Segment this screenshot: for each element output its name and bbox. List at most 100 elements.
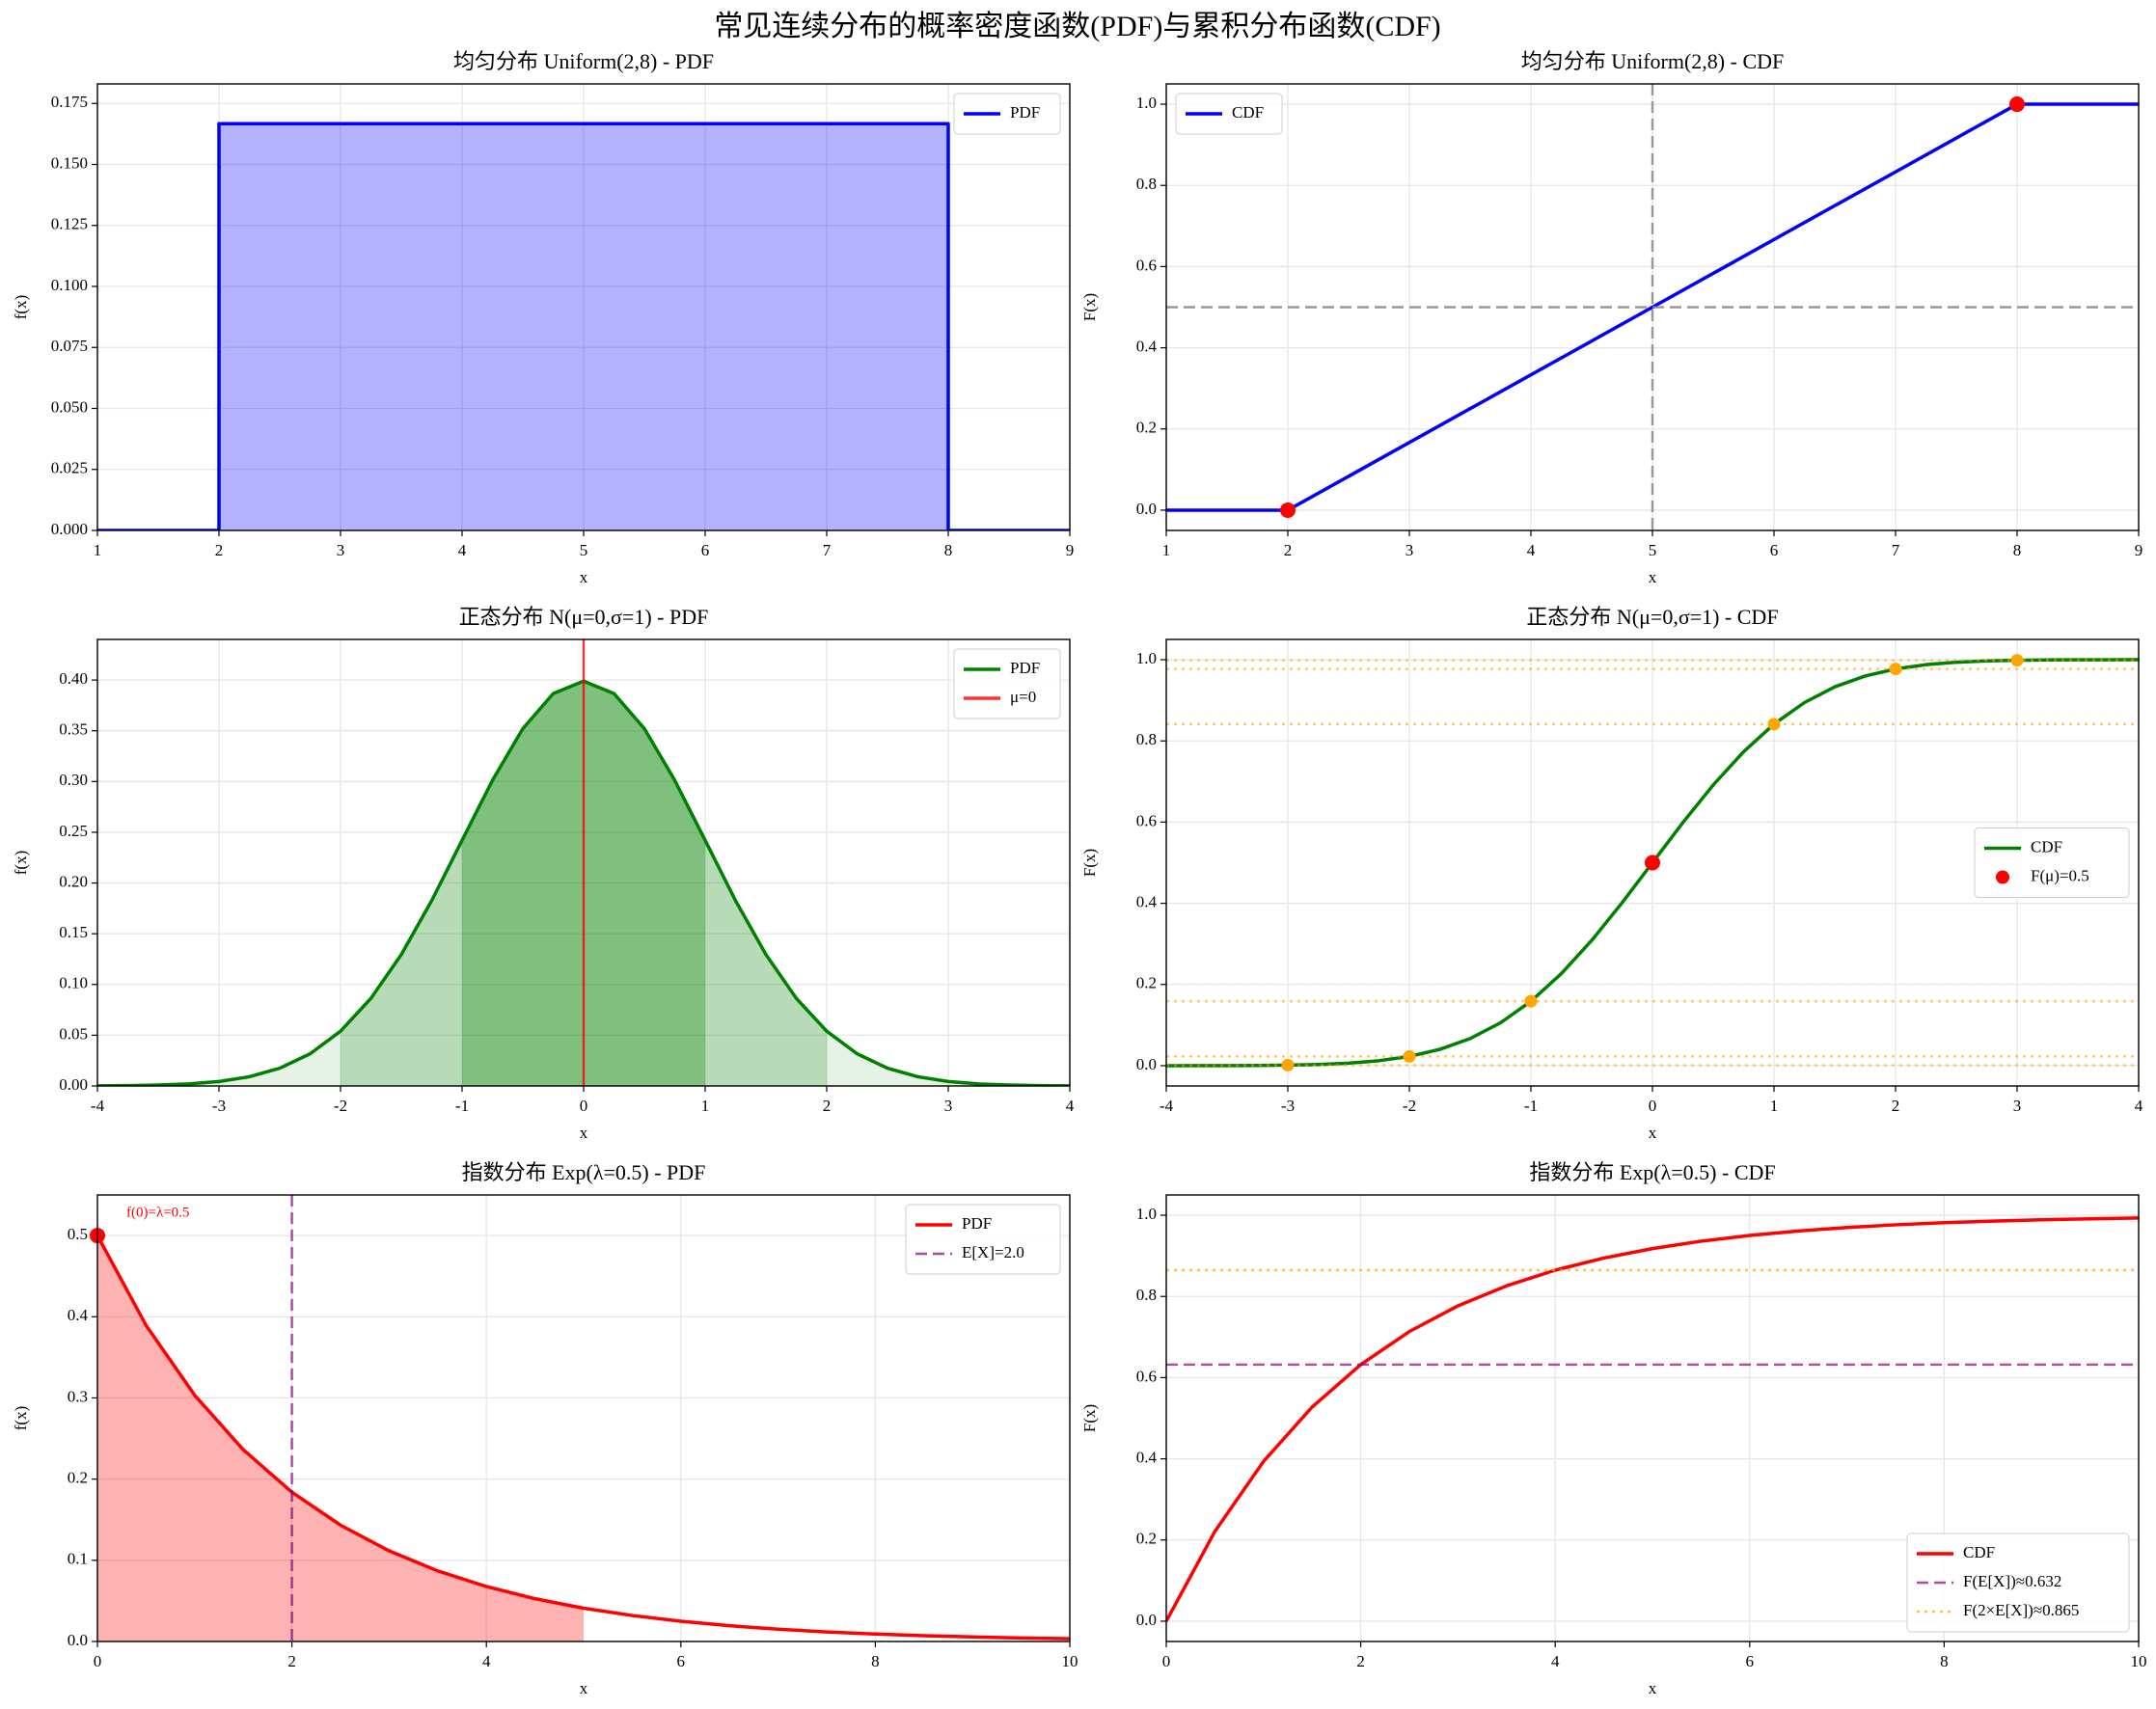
- y-tick-label: 0.25: [59, 822, 88, 840]
- point: [1767, 718, 1781, 731]
- x-axis-label: x: [1649, 1679, 1657, 1697]
- subplot: 1 2 3 4 5 6 7 8 9 0.000 0.025 0.050 0.075 0.100 0.125 0…: [12, 49, 1074, 586]
- point: [1889, 663, 1902, 676]
- x-tick-label: 10: [2131, 1652, 2147, 1670]
- plot-area: [97, 639, 1070, 1086]
- figure-title: 常见连续分布的概率密度函数(PDF)与累积分布函数(CDF): [714, 11, 1440, 42]
- axes-frame: [96, 83, 1071, 531]
- x-tick-label: 4: [482, 1652, 491, 1670]
- y-tick-label: 0.075: [51, 337, 88, 355]
- legend-label: E[X]=2.0: [962, 1243, 1024, 1261]
- subplot-title: 正态分布 N(μ=0,σ=1) - CDF: [1526, 605, 1778, 629]
- shaded-area: [219, 123, 948, 530]
- x-tick-label: 6: [1770, 541, 1779, 559]
- x-tick-label: -1: [455, 1097, 469, 1115]
- legend-label: CDF: [1232, 103, 1264, 122]
- y-tick-label: 0.6: [1136, 811, 1157, 829]
- x-tick-label: 2: [287, 1652, 296, 1670]
- x-tick-label: 1: [701, 1097, 710, 1115]
- subplot: 0 2 4 6 8 10 0.0 0.1 0.2 0.3 0.4 0.5 f(0)=λ=0.5 指数分布 …: [12, 1160, 1078, 1697]
- y-axis-label: F(x): [1080, 293, 1099, 321]
- x-axis-label: x: [580, 1124, 588, 1142]
- x-tick-label: 2: [1892, 1097, 1900, 1115]
- x-tick-label: 2: [823, 1097, 832, 1115]
- axes-frame: [1165, 1194, 2140, 1642]
- legend-label: F(2×E[X])≈0.865: [1963, 1601, 2079, 1619]
- y-tick-label: 0.15: [59, 923, 88, 941]
- x-tick-label: 5: [580, 541, 588, 559]
- x-tick-label: 0: [94, 1652, 102, 1670]
- y-tick-label: 0.1: [68, 1550, 88, 1568]
- y-tick-label: 0.000: [51, 520, 88, 538]
- y-tick-label: 1.0: [1136, 649, 1157, 667]
- x-tick-label: 4: [2135, 1097, 2143, 1115]
- y-tick-label: 0.6: [1136, 1367, 1157, 1385]
- legend: PDF E[X]=2.0: [905, 1204, 1061, 1275]
- x-tick-label: 1: [1770, 1097, 1779, 1115]
- legend-box: [953, 648, 1061, 719]
- y-tick-label: 0.2: [1136, 1530, 1157, 1548]
- y-axis-label: F(x): [1080, 849, 1099, 877]
- legend-label: μ=0: [1010, 688, 1036, 706]
- point: [1281, 1058, 1295, 1072]
- y-tick-label: 0.05: [59, 1024, 88, 1043]
- y-tick-label: 0.00: [59, 1075, 88, 1094]
- legend-label: PDF: [1010, 659, 1040, 677]
- y-tick-label: 0.100: [51, 276, 88, 294]
- y-tick-label: 0.150: [51, 153, 88, 172]
- subplot: 1 2 3 4 5 6 7 8 9 0.0 0.2 0.4 0.6 0.8 1.0 均匀分布 Uniform(…: [1080, 49, 2142, 586]
- x-tick-label: 6: [1746, 1652, 1755, 1670]
- legend-label: PDF: [1010, 103, 1040, 122]
- legend-box: [905, 1204, 1061, 1275]
- point: [1524, 994, 1538, 1008]
- y-tick-label: 0.2: [1136, 419, 1157, 437]
- y-tick-label: 0.025: [51, 459, 88, 477]
- x-tick-label: 7: [823, 541, 832, 559]
- x-tick-label: -2: [1403, 1097, 1416, 1115]
- y-tick-label: 1.0: [1136, 94, 1157, 112]
- point-annotation: f(0)=λ=0.5: [126, 1206, 189, 1221]
- x-tick-label: 10: [1062, 1652, 1078, 1670]
- legend-box: [1906, 1533, 2130, 1633]
- x-tick-label: 6: [701, 541, 710, 559]
- y-tick-label: 0.20: [59, 872, 88, 890]
- x-tick-label: -3: [1281, 1097, 1295, 1115]
- shaded-area: [97, 1235, 584, 1641]
- line-series: [97, 1234, 1070, 1641]
- y-tick-label: 0.6: [1136, 256, 1157, 274]
- point: [1403, 1049, 1416, 1063]
- axes-frame: [96, 638, 1071, 1087]
- legend-label: F(E[X])≈0.632: [1963, 1572, 2061, 1590]
- y-tick-label: 0.8: [1136, 730, 1157, 748]
- legend-label: PDF: [962, 1214, 992, 1233]
- x-tick-label: 8: [2013, 541, 2022, 559]
- y-tick-label: 0.30: [59, 771, 88, 789]
- x-axis-label: x: [580, 1679, 588, 1697]
- plot-area: [1166, 1216, 2139, 1622]
- x-tick-label: 3: [2013, 1097, 2022, 1115]
- subplot-title: 指数分布 Exp(λ=0.5) - CDF: [1529, 1160, 1775, 1184]
- x-tick-label: 8: [871, 1652, 880, 1670]
- x-tick-label: 9: [2135, 541, 2143, 559]
- subplot: -4 -3 -2 -1 0 1 2 3 4 0.0 0.2 0.4 0.6 0.8 1.0 正态分布 N(μ=…: [1080, 605, 2143, 1142]
- legend: CDF F(E[X])≈0.632 F(2×E[X])≈0.865: [1906, 1533, 2130, 1633]
- legend-label: F(μ)=0.5: [2031, 866, 2089, 884]
- legend-label: CDF: [1963, 1543, 1995, 1561]
- x-tick-label: 7: [1892, 541, 1900, 559]
- x-tick-label: -4: [91, 1097, 105, 1115]
- y-tick-label: 0.5: [68, 1225, 88, 1243]
- x-axis-label: x: [1649, 1124, 1657, 1142]
- y-tick-label: 0.0: [1136, 1611, 1157, 1629]
- x-tick-label: 1: [1162, 541, 1171, 559]
- line-series: [1166, 1216, 2139, 1622]
- x-tick-label: 3: [944, 1097, 953, 1115]
- y-tick-label: 0.0: [1136, 1055, 1157, 1073]
- subplot: -4 -3 -2 -1 0 1 2 3 4 0.00 0.05 0.10 0.15 0.20 0.25 0.3…: [12, 605, 1075, 1142]
- y-tick-label: 0.8: [1136, 1286, 1157, 1304]
- legend-box: [1974, 827, 2130, 898]
- x-tick-label: 0: [1649, 1097, 1657, 1115]
- plot-area: [1166, 84, 2139, 530]
- y-axis-label: F(x): [1080, 1404, 1099, 1432]
- y-tick-label: 0.0: [68, 1631, 88, 1649]
